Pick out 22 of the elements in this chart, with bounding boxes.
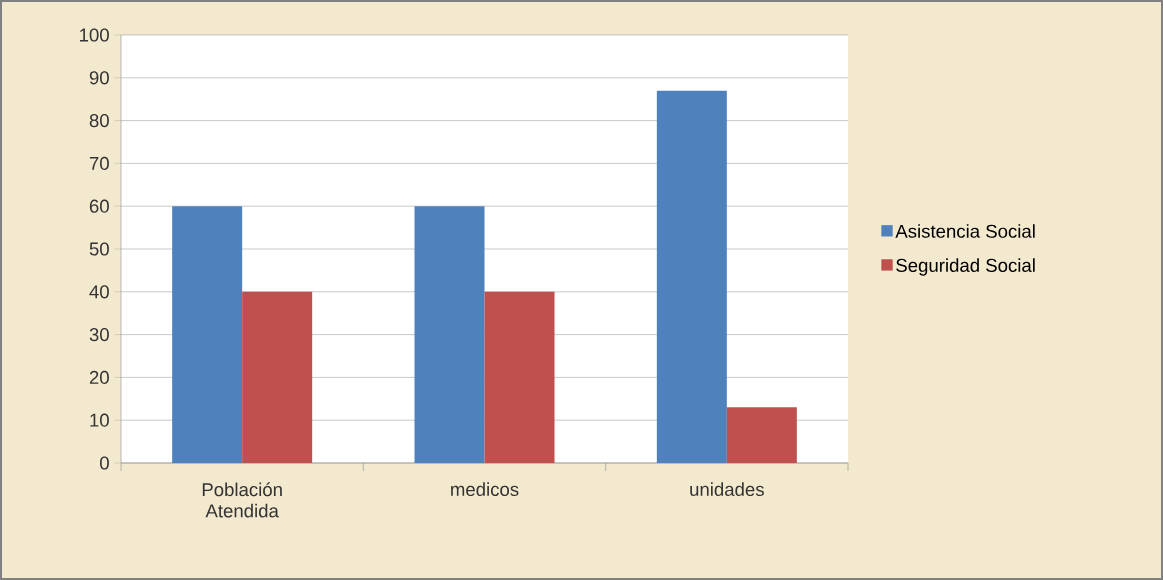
bar (484, 291, 555, 463)
y-tick-label: 20 (89, 370, 109, 384)
y-tick-label: 30 (89, 328, 109, 342)
legend-label: Seguridad Social (896, 258, 1035, 276)
y-tick-label: 70 (89, 156, 109, 170)
bar (172, 206, 243, 463)
y-tick-label: 40 (89, 285, 109, 299)
legend-label: Asistencia Social (895, 224, 1035, 238)
x-tick-label: Población Atendida (202, 482, 282, 518)
bar (656, 90, 727, 463)
y-tick-label: 50 (89, 242, 109, 256)
y-tick-label: 0 (100, 456, 109, 470)
bar (414, 206, 485, 463)
y-tick-label: 60 (89, 199, 109, 213)
y-tick-label: 80 (89, 114, 109, 128)
x-tick-label: medicos (451, 482, 519, 497)
bar (726, 407, 797, 463)
y-tick-label: 10 (90, 413, 109, 427)
x-tick-label: unidades (690, 482, 764, 497)
y-tick-label: 100 (80, 28, 109, 42)
bar (242, 291, 313, 463)
y-tick-label: 90 (89, 71, 109, 85)
